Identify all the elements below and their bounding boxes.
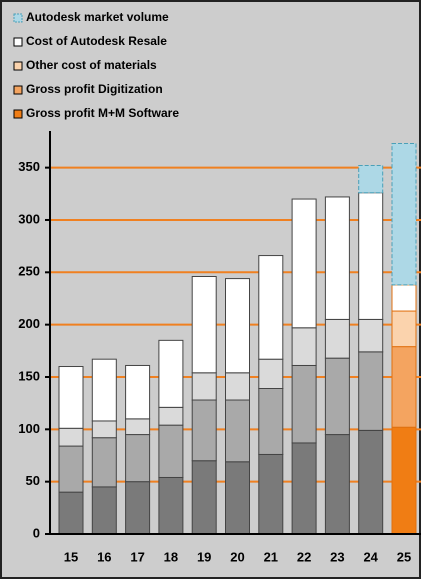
bar-segment — [158, 339, 184, 408]
bar-segment — [58, 491, 84, 535]
legend-swatch — [13, 37, 23, 47]
y-tick-label: 350 — [18, 159, 40, 174]
x-tick-label: 20 — [230, 549, 244, 564]
bar-segment — [258, 453, 284, 535]
legend-label: Gross profit M+M Software — [26, 106, 179, 120]
legend-swatch — [13, 85, 23, 95]
bar-segment — [125, 364, 151, 420]
bar-segment — [258, 255, 284, 360]
bar-segment — [158, 406, 184, 426]
x-tick-label: 15 — [64, 549, 78, 564]
bar-segment — [358, 165, 384, 194]
bar-segment — [391, 284, 417, 312]
legend-label: Gross profit Digitization — [26, 82, 163, 96]
bar-segment — [158, 476, 184, 535]
x-tick-label: 18 — [164, 549, 178, 564]
bar-segment — [291, 327, 317, 366]
x-tick-label: 25 — [397, 549, 411, 564]
bar-segment — [191, 399, 217, 462]
x-tick-label: 16 — [97, 549, 111, 564]
bar-segment — [225, 278, 250, 374]
y-tick-label: 150 — [18, 368, 40, 383]
bar-segment — [91, 486, 117, 535]
bar-segment — [258, 388, 284, 455]
bar-segment — [191, 275, 217, 374]
bar-segment — [324, 196, 350, 320]
bar-segment — [91, 437, 117, 488]
x-tick-label: 24 — [363, 549, 378, 564]
bar-segment — [58, 445, 84, 493]
legend-swatch — [13, 61, 23, 71]
bar-segment — [358, 318, 384, 353]
x-tick-label: 17 — [130, 549, 144, 564]
bar-segment — [91, 420, 117, 439]
bar-segment — [125, 418, 151, 436]
legend-label: Cost of Autodesk Resale — [26, 34, 167, 48]
bar-segment — [125, 434, 151, 483]
bar-segment — [324, 434, 350, 535]
legend-label: Autodesk market volume — [26, 10, 169, 24]
bar-segment — [91, 358, 117, 422]
bar-segment — [358, 192, 384, 320]
bar-segment — [391, 426, 417, 535]
bar-segment — [58, 366, 84, 429]
y-tick-label: 200 — [18, 316, 40, 331]
bar-segment — [158, 424, 184, 478]
bar-segment — [191, 372, 217, 401]
bar-segment — [291, 442, 317, 535]
bar-segment — [358, 351, 384, 431]
bar-segment — [58, 427, 84, 447]
bar-segment — [391, 310, 417, 348]
bar-segment — [358, 429, 384, 535]
legend-swatch — [13, 13, 23, 23]
bar-segment — [391, 346, 417, 428]
y-tick-label: 50 — [26, 473, 40, 488]
y-tick-label: 250 — [18, 264, 40, 279]
bar-segment — [324, 318, 350, 359]
y-tick-label: 100 — [18, 421, 40, 436]
bar-segment — [225, 372, 250, 401]
x-tick-label: 22 — [297, 549, 311, 564]
x-tick-label: 23 — [330, 549, 344, 564]
legend-swatch — [13, 109, 23, 119]
bar-segment — [225, 461, 250, 535]
y-tick-label: 300 — [18, 211, 40, 226]
bar-segment — [291, 364, 317, 444]
y-tick-label: 0 — [33, 525, 40, 540]
x-tick-label: 19 — [197, 549, 211, 564]
bar-segment — [225, 399, 250, 463]
bar-segment — [191, 460, 217, 535]
bar-segment — [291, 198, 317, 329]
bar-segment — [324, 357, 350, 436]
bar-segment — [258, 358, 284, 390]
bar-segment — [391, 143, 417, 286]
bar-segment — [125, 481, 151, 535]
x-tick-label: 21 — [264, 549, 278, 564]
legend-label: Other cost of materials — [26, 58, 157, 72]
